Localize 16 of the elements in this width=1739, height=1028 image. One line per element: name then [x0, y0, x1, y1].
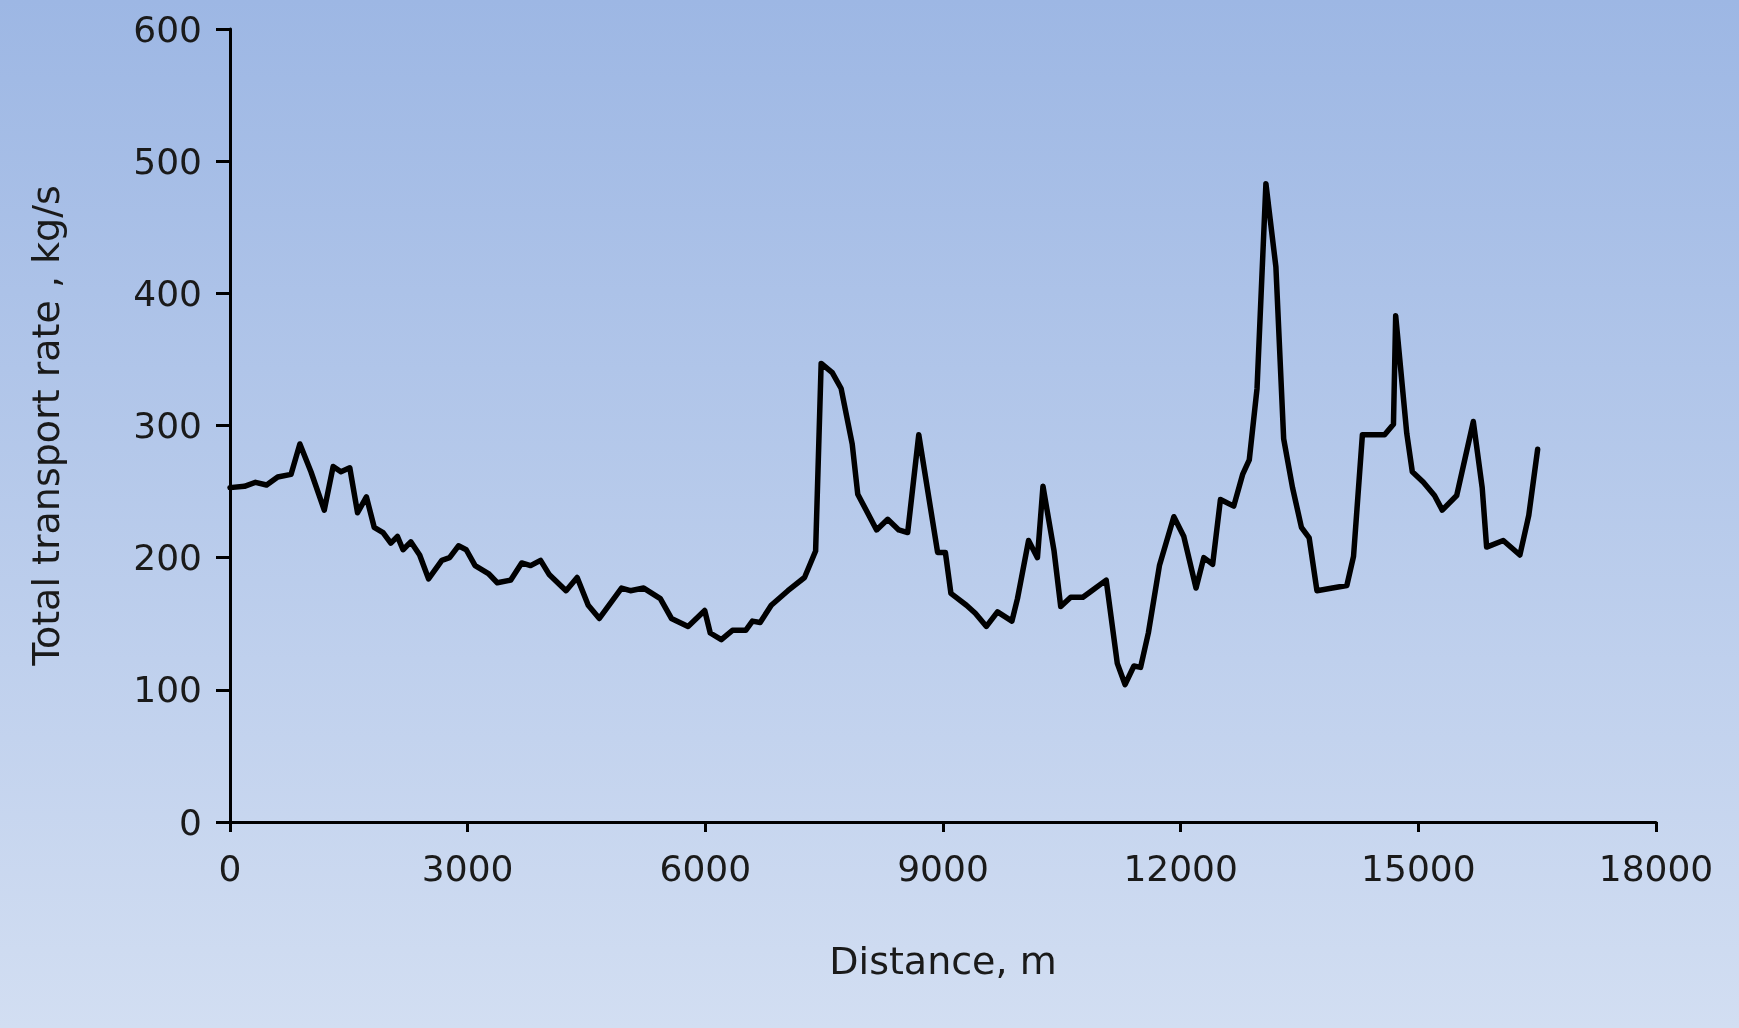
x-tick-label: 0	[218, 847, 242, 889]
y-tick-label: 100	[133, 669, 202, 711]
y-tick-label: 400	[133, 272, 202, 314]
y-tick-label: 200	[133, 537, 202, 579]
x-tick-label: 9000	[897, 847, 989, 889]
x-tick-label: 6000	[659, 847, 752, 889]
x-tick-label: 15000	[1361, 847, 1476, 889]
y-tick-label: 0	[179, 801, 202, 843]
x-tick-label: 12000	[1123, 847, 1238, 889]
y-tick-label: 500	[133, 140, 202, 182]
y-tick-label: 600	[133, 8, 202, 50]
x-axis-title: Distance, m	[829, 939, 1057, 983]
y-axis-title: Total transport rate , kg/s	[24, 185, 68, 667]
x-tick-label: 3000	[421, 847, 514, 889]
y-tick-label: 300	[133, 405, 202, 446]
x-tick-label: 18000	[1598, 847, 1714, 889]
